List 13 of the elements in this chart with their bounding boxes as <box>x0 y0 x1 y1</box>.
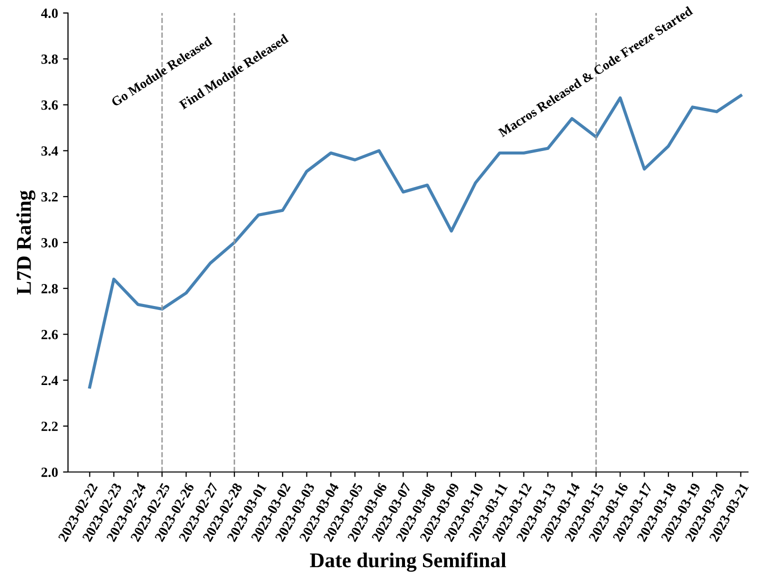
y-tick-label: 2.6 <box>42 330 58 340</box>
y-tick-label: 2.0 <box>42 468 58 478</box>
x-axis-title: Date during Semifinal <box>310 552 506 572</box>
y-axis-title: L7D Rating <box>16 190 36 295</box>
y-tick-label: 2.8 <box>42 284 58 294</box>
y-tick-label: 4.0 <box>41 8 58 18</box>
y-tick-label: 3.8 <box>41 54 58 64</box>
y-tick-label: 3.0 <box>41 238 58 248</box>
y-tick-label: 2.2 <box>42 422 58 432</box>
y-tick-label: 3.2 <box>41 192 58 202</box>
y-tick-label: 3.6 <box>41 100 58 110</box>
y-tick-label: 3.4 <box>41 146 58 156</box>
y-tick-label: 2.4 <box>42 376 58 386</box>
